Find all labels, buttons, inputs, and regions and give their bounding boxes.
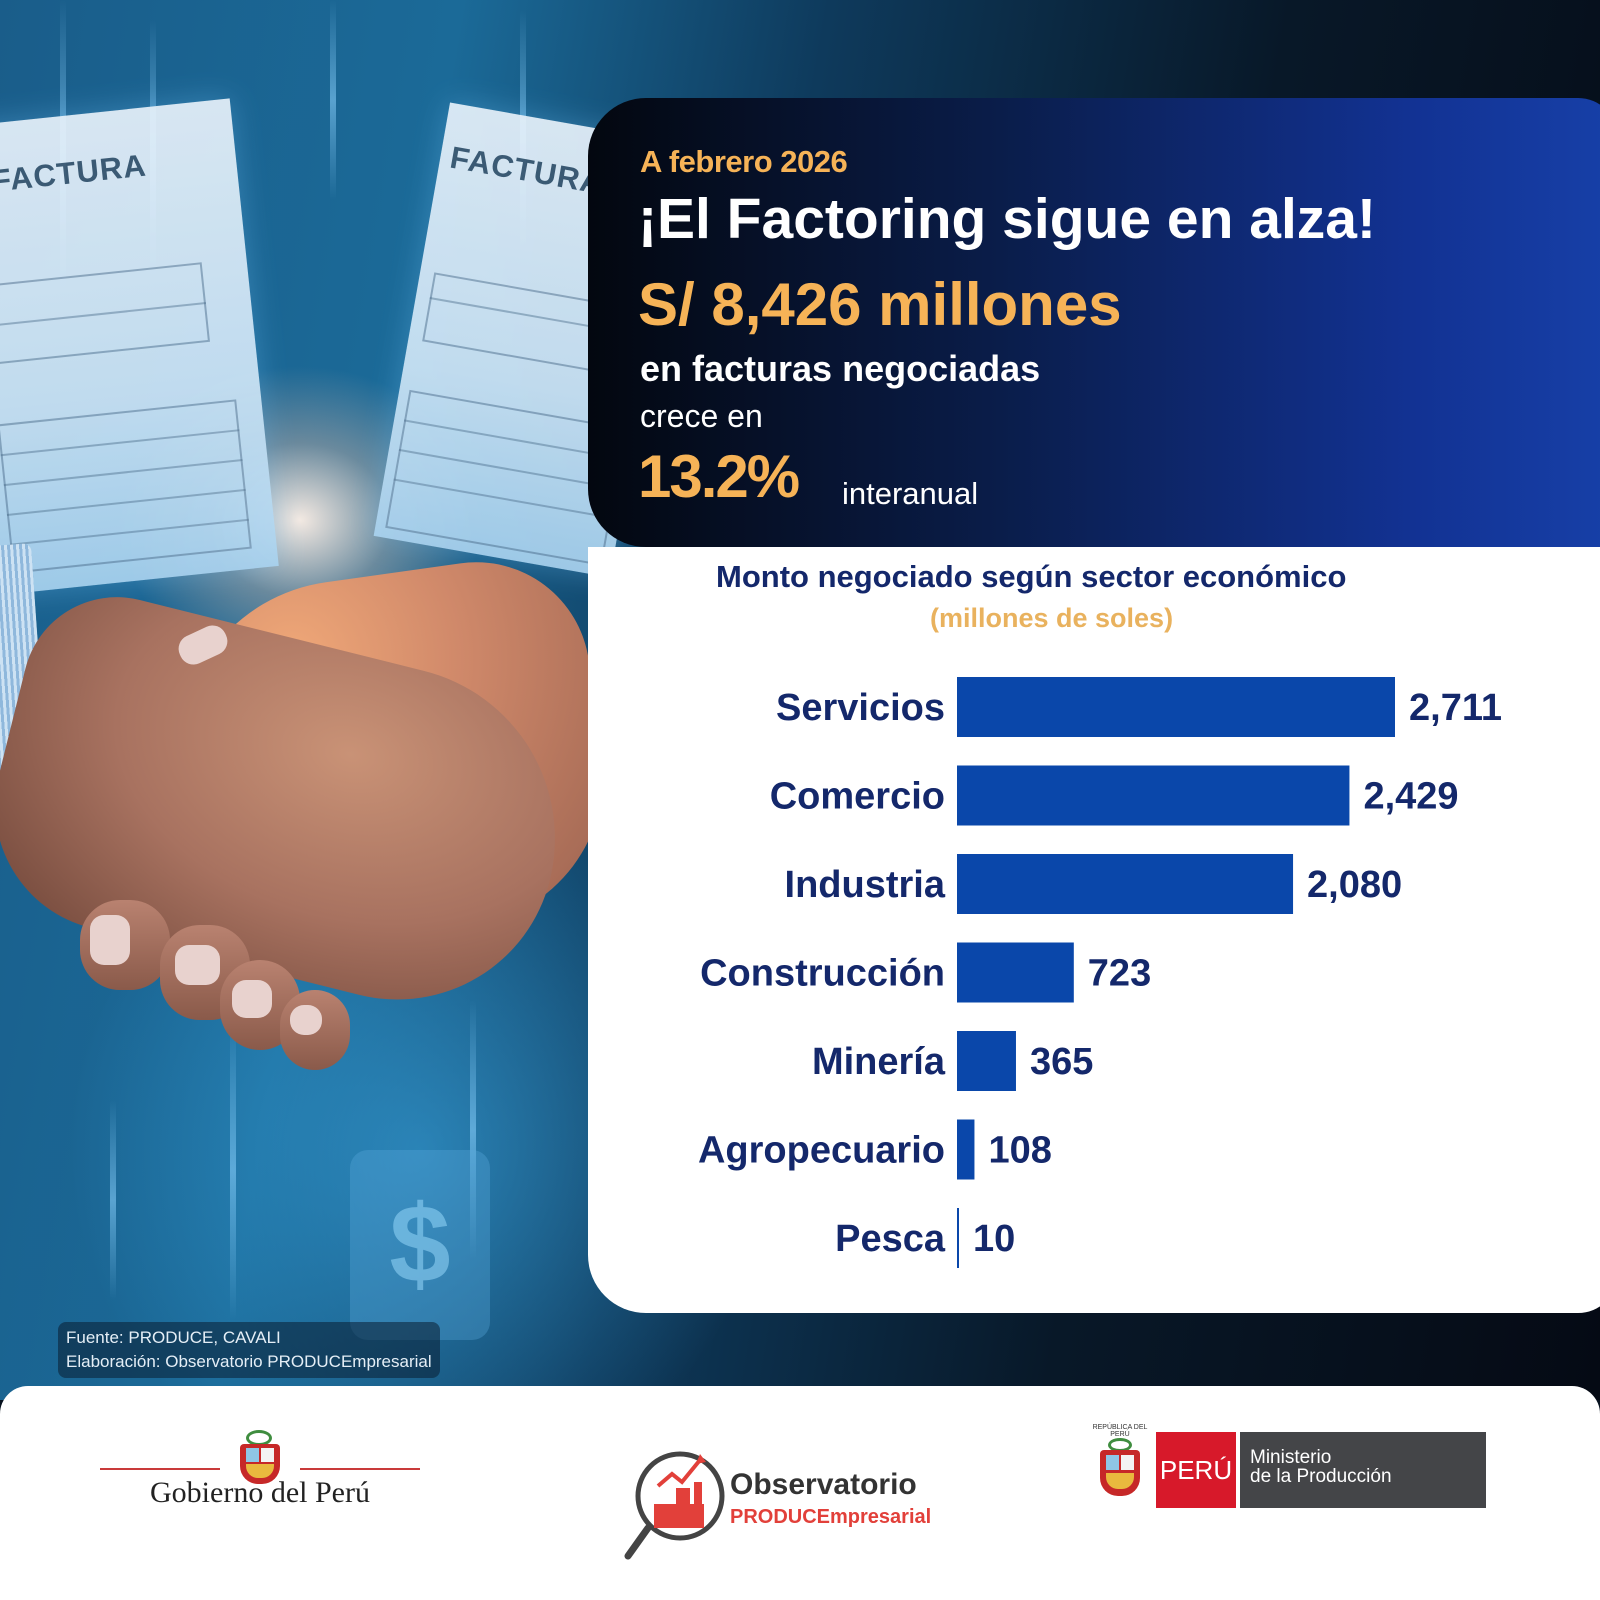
value-label: 2,711 xyxy=(1409,687,1502,729)
headline-title: ¡El Factoring sigue en alza! xyxy=(638,187,1376,251)
headline-card: A febrero 2026 ¡El Factoring sigue en al… xyxy=(588,98,1600,547)
bar-servicios xyxy=(957,677,1395,737)
bar-comercio xyxy=(957,765,1350,826)
observatorio-name: Observatorio xyxy=(730,1468,917,1501)
ministerio-line-1: Ministerio xyxy=(1250,1447,1332,1468)
value-label: 723 xyxy=(1088,953,1151,995)
bar-pesca xyxy=(957,1208,959,1268)
coat-of-arms-icon xyxy=(1100,1450,1140,1496)
value-label: 2,080 xyxy=(1307,864,1402,906)
bar-chart: Servicios 2,711 Comercio 2,429 Industria 2,08… xyxy=(698,677,1502,1268)
source-note: Fuente: PRODUCE, CAVALI Elaboración: Obs… xyxy=(58,1322,440,1378)
value-label: 2,429 xyxy=(1363,776,1458,818)
invoice-document-left: FACTURA xyxy=(0,98,279,596)
magnifier-chart-icon xyxy=(624,1451,725,1560)
observatorio-logo: Observatorio PRODUCEmpresarial xyxy=(620,1426,940,1576)
invoice-title: FACTURA xyxy=(0,147,149,199)
value-label: 108 xyxy=(988,1130,1051,1172)
category-label: Comercio xyxy=(770,776,945,818)
ministerio-line-2: de la Producción xyxy=(1250,1466,1392,1487)
category-label: Minería xyxy=(812,1041,946,1083)
chart-card: Monto negociado según sector económico (… xyxy=(588,547,1600,1313)
category-label: Industria xyxy=(785,864,946,906)
growth-percentage: 13.2% xyxy=(638,443,800,510)
observatorio-brand: PRODUCEmpresarial xyxy=(730,1506,932,1528)
category-label: Construcción xyxy=(700,953,945,995)
invoice-title: FACTURA xyxy=(447,139,607,202)
bar-minería xyxy=(957,1031,1016,1091)
peru-label: PERÚ xyxy=(1156,1432,1236,1508)
chart-title: Monto negociado según sector económico xyxy=(716,559,1347,594)
gobierno-del-peru-logo: Gobierno del Perú xyxy=(100,1430,420,1530)
coat-of-arms-icon xyxy=(240,1444,280,1484)
category-label: Servicios xyxy=(776,687,945,729)
amount-description: en facturas negociadas xyxy=(640,348,1041,389)
gobierno-text: Gobierno del Perú xyxy=(150,1476,370,1509)
category-label: Agropecuario xyxy=(698,1130,945,1172)
footer-logos: Gobierno del Perú Observatorio PRODUCEmp… xyxy=(0,1386,1600,1600)
value-label: 10 xyxy=(973,1218,1015,1260)
ministerio-produccion-logo: REPÚBLICA DEL PERÚ PERÚ Ministerio de la… xyxy=(1090,1424,1510,1510)
source-line: Fuente: PRODUCE, CAVALI xyxy=(66,1328,281,1347)
value-label: 365 xyxy=(1030,1041,1093,1083)
republica-text: REPÚBLICA DEL PERÚ xyxy=(1092,1424,1148,1438)
category-label: Pesca xyxy=(835,1218,946,1260)
date-label: A febrero 2026 xyxy=(640,144,848,179)
growth-text: crece en xyxy=(640,398,763,434)
bar-industria xyxy=(957,854,1294,914)
bar-construcción xyxy=(957,942,1074,1003)
growth-suffix: interanual xyxy=(842,476,979,511)
total-amount: S/ 8,426 millones xyxy=(638,271,1122,338)
chart-subtitle: (millones de soles) xyxy=(930,603,1174,633)
ministerio-name: Ministerio de la Producción xyxy=(1240,1432,1486,1508)
elaboration-line: Elaboración: Observatorio PRODUCEmpresar… xyxy=(66,1352,432,1371)
bar-agropecuario xyxy=(957,1119,975,1180)
dollar-icon: $ xyxy=(350,1150,490,1340)
